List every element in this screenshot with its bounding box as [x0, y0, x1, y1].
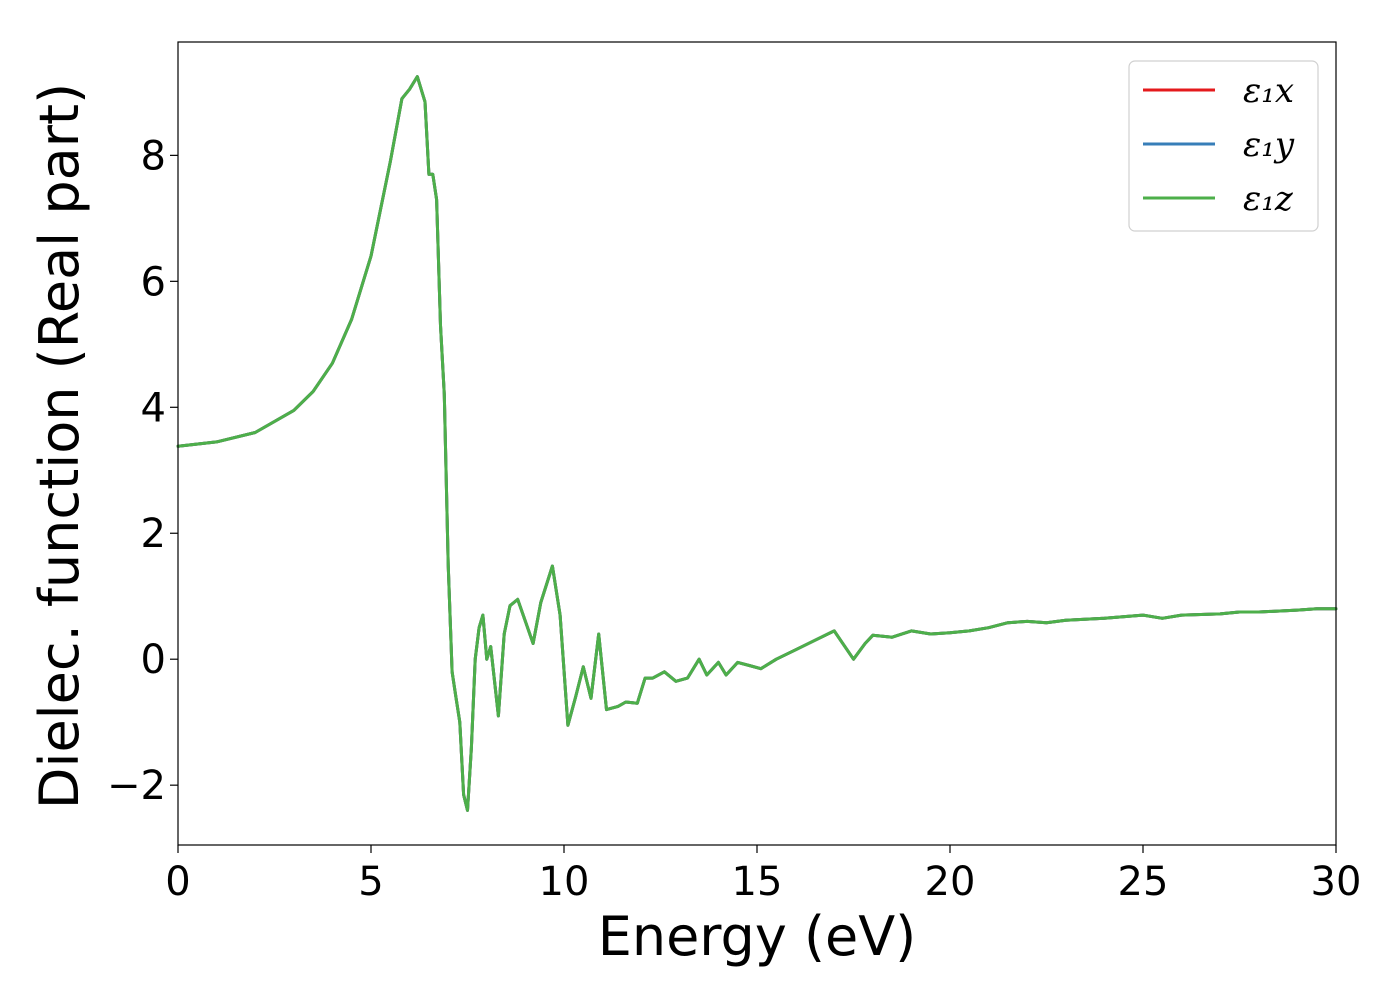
legend-label-1: ε₁x: [1243, 71, 1294, 111]
legend-label-2: ε₁y: [1243, 125, 1295, 165]
y-tick-label: 0: [141, 637, 166, 683]
plot-area: [176, 75, 1338, 812]
x-axis-label: Energy (eV): [598, 905, 917, 968]
y-tick-label: −2: [107, 763, 166, 809]
y-axis-label: Dielec. function (Real part): [28, 83, 91, 809]
x-axis-ticks: 0 5 10 15 20 25 30: [165, 845, 1361, 905]
legend: ε₁x ε₁y ε₁z: [1128, 60, 1319, 232]
x-tick-label: 5: [358, 859, 383, 905]
y-axis-ticks: −2 0 2 4 6 8: [107, 133, 178, 809]
y-tick-label: 8: [141, 133, 166, 179]
legend-label-3: ε₁z: [1243, 179, 1294, 219]
x-tick-label: 15: [732, 859, 783, 905]
x-tick-label: 25: [1118, 859, 1169, 905]
y-tick-label: 2: [141, 511, 166, 557]
y-tick-label: 4: [141, 385, 166, 431]
x-tick-label: 0: [165, 859, 190, 905]
series-line-3: [176, 75, 1338, 812]
y-tick-label: 6: [141, 259, 166, 305]
legend-box: [1128, 60, 1319, 232]
x-tick-label: 30: [1311, 859, 1362, 905]
x-tick-label: 10: [539, 859, 590, 905]
x-tick-label: 20: [925, 859, 976, 905]
